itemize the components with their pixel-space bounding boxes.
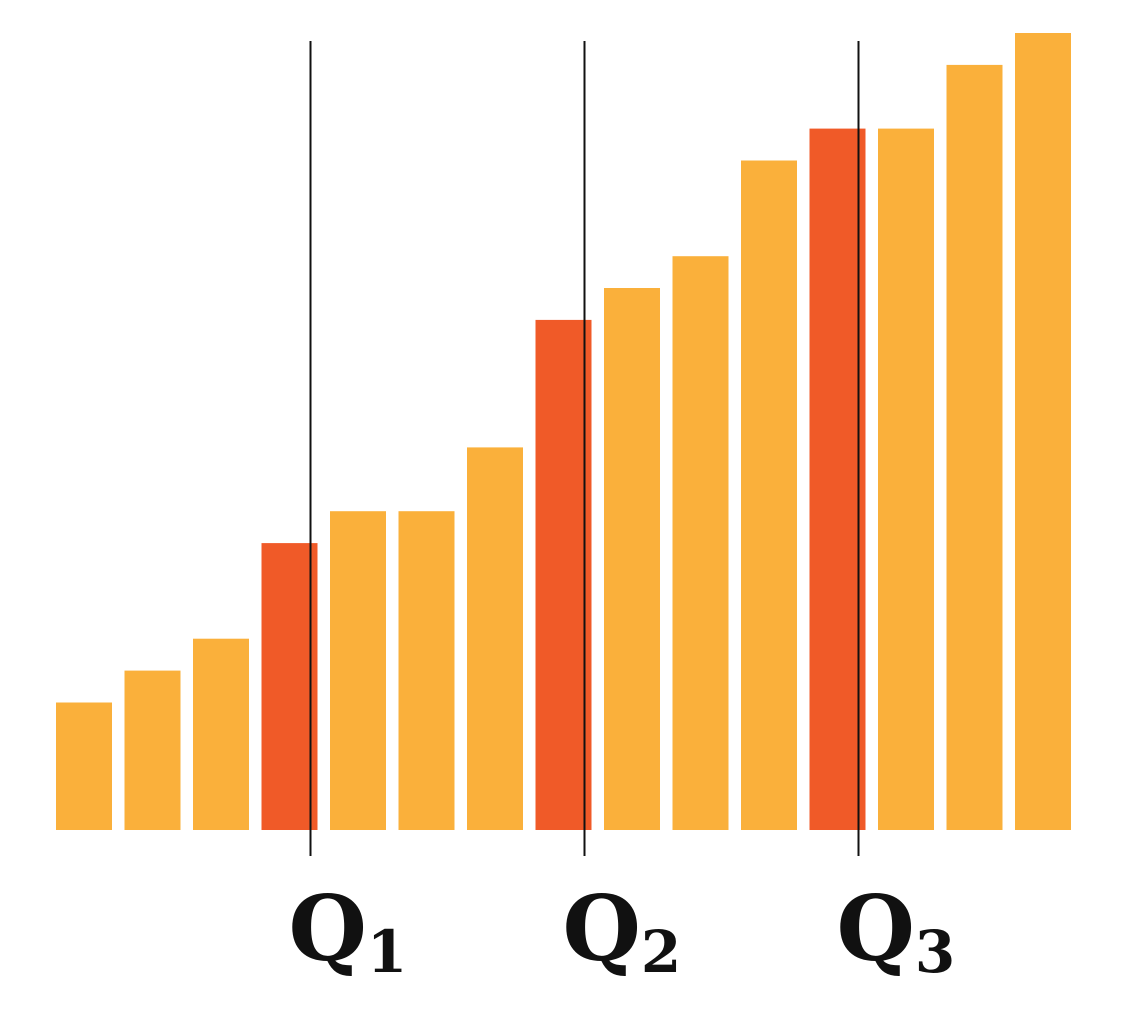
quartile-label-letter: Q: [563, 876, 641, 982]
bar: [1015, 33, 1071, 830]
bar: [604, 288, 660, 830]
bar: [467, 447, 523, 830]
bar: [193, 638, 249, 830]
quartile-label-3: Q3: [837, 876, 956, 986]
bar: [56, 702, 112, 830]
bar: [672, 256, 729, 830]
bar-highlighted: [261, 543, 318, 830]
quartile-label-letter: Q: [837, 876, 915, 982]
quartile-label-2: Q2: [563, 876, 682, 986]
quartile-label-subscript: 3: [915, 918, 955, 986]
bar: [741, 160, 797, 830]
quartile-labels: Q1 Q2 Q3: [289, 876, 956, 986]
quartile-label-letter: Q: [289, 876, 367, 982]
bar: [878, 128, 934, 831]
bar: [398, 511, 455, 830]
bar: [124, 670, 181, 830]
quartile-lines: [309, 41, 860, 856]
bar-highlighted: [535, 319, 592, 830]
quartile-label-1: Q1: [289, 876, 408, 986]
bars: [56, 33, 1071, 831]
quartile-label-subscript: 2: [641, 918, 681, 986]
quartile-label-subscript: 1: [367, 918, 407, 986]
bar-highlighted: [809, 128, 866, 831]
bar: [946, 64, 1003, 830]
bar: [330, 511, 386, 830]
